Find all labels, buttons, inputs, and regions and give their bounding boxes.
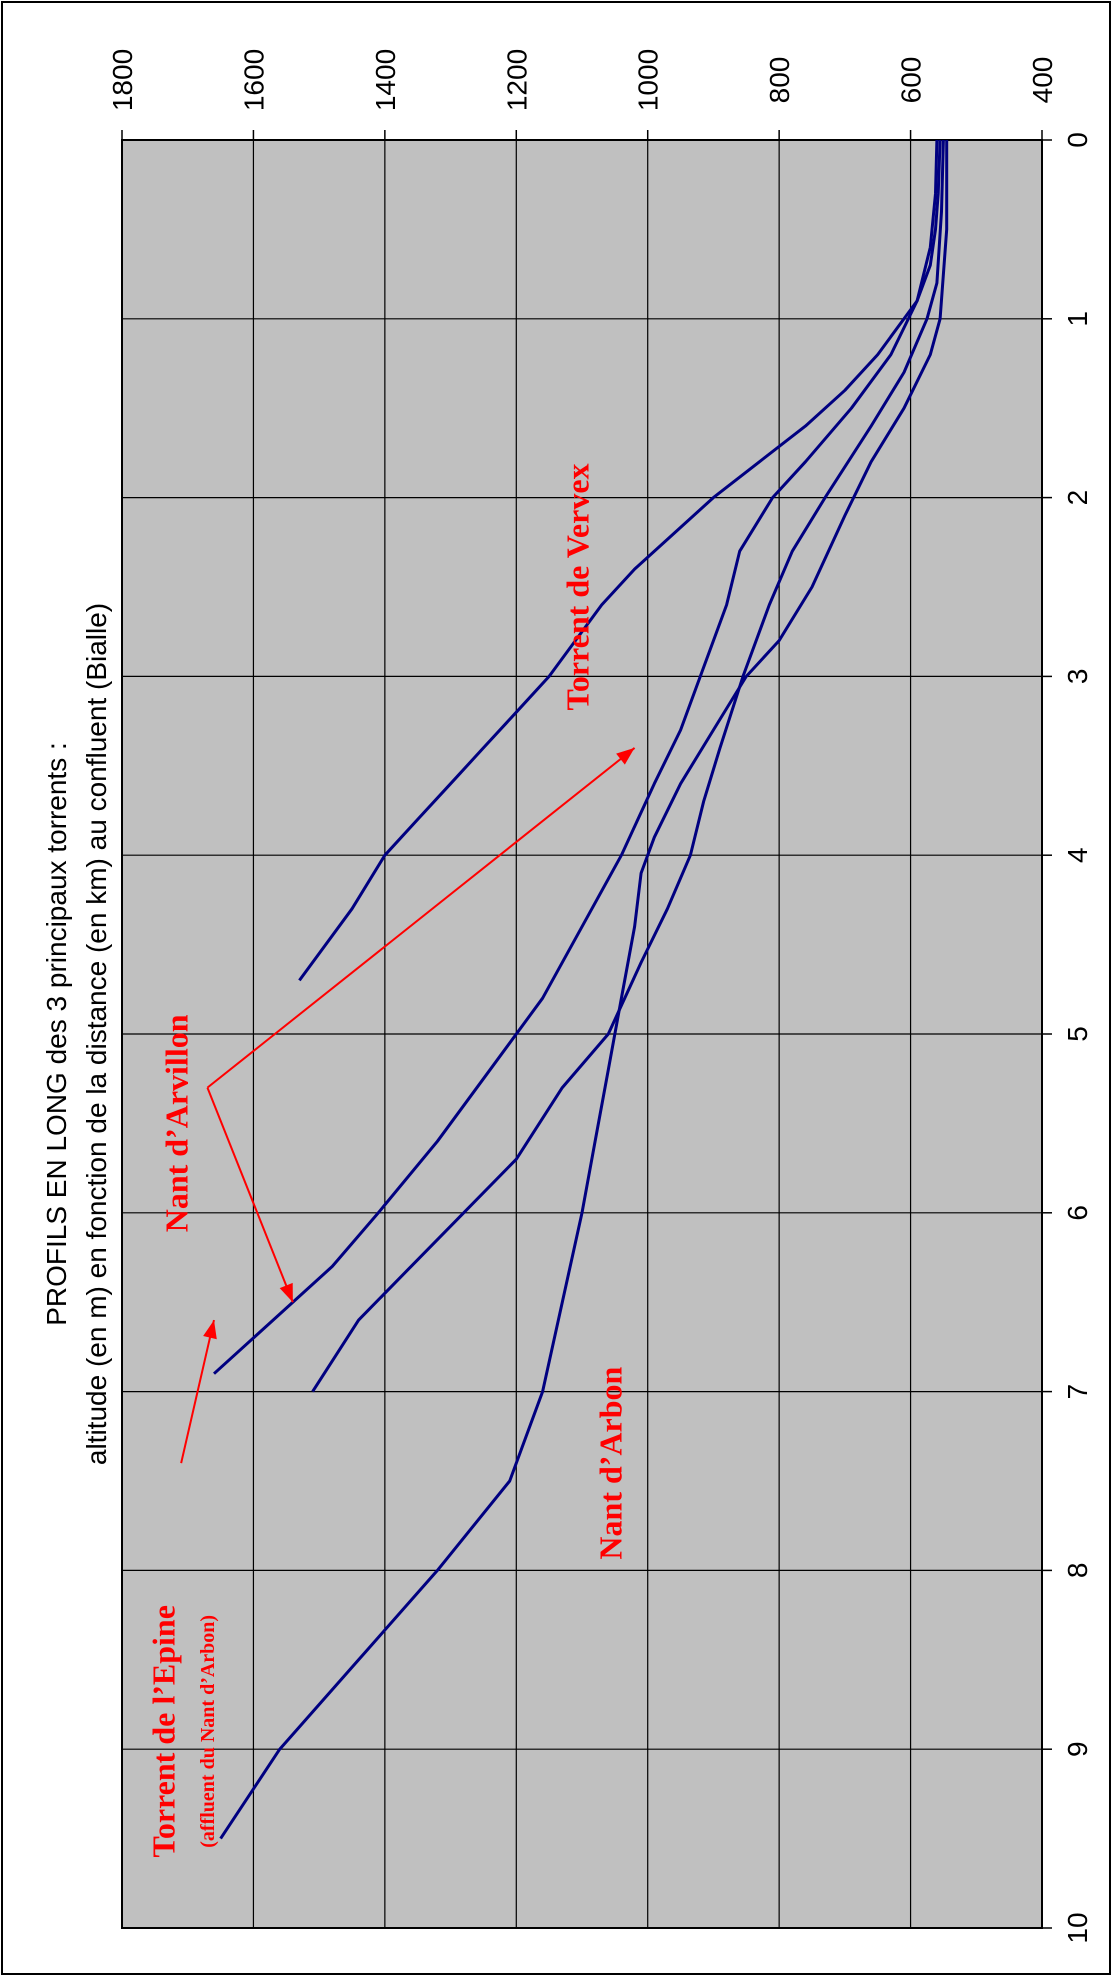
y-tick-label: 400: [1027, 57, 1058, 104]
annotations: Torrent de Vervex Nant d’Arvillon Nant d’A…: [146, 463, 629, 1857]
x-tick-label: 2: [1062, 490, 1093, 506]
y-tick-label: 1600: [238, 49, 269, 111]
x-tick-label: 6: [1062, 1205, 1093, 1221]
x-tick-label: 8: [1062, 1563, 1093, 1579]
y-tick-label: 600: [896, 57, 927, 104]
gridlines: [121, 130, 1052, 1929]
y-tick-label: 1800: [107, 49, 138, 111]
annotation-label: Torrent de l’Epine: [146, 1605, 182, 1857]
annotation-arrow-head: [616, 747, 635, 765]
x-tick-label: 3: [1062, 669, 1093, 685]
annotation-label: (affluent du Nant d’Arbon): [197, 1615, 219, 1848]
annotation-arrow-head: [279, 1282, 293, 1303]
annotation-arrow-line: [206, 1087, 294, 1303]
annotation-arrow-line: [180, 1319, 215, 1464]
y-tick-label: 1400: [370, 49, 401, 111]
y-tick-label: 800: [764, 57, 795, 104]
y-tick-label: 1000: [633, 49, 664, 111]
chart-title: PROFILS EN LONG des 3 principaux torrent…: [41, 742, 72, 1326]
x-tick-label: 9: [1062, 1741, 1093, 1757]
annotation-arrow-head: [203, 1320, 217, 1340]
titles: PROFILS EN LONG des 3 principaux torrent…: [41, 603, 112, 1465]
x-tick-label: 4: [1062, 847, 1093, 863]
series-lines: [212, 139, 949, 1840]
annotation-arrow-line: [206, 747, 636, 1089]
annotation-label: Torrent de Vervex: [560, 463, 596, 710]
tick-labels: 400 600 800 1000 1200 1400 1600 1800 0 1 2 3 4 5 6 7 8 9 1…: [107, 49, 1093, 1944]
x-tick-label: 0: [1062, 132, 1093, 148]
y-tick-label: 1200: [501, 49, 532, 111]
annotation-label: Nant d’Arbon: [592, 1366, 628, 1559]
series-line-3: [311, 139, 945, 1393]
annotation-arrows: [180, 747, 636, 1464]
x-tick-label: 1: [1062, 311, 1093, 327]
series-line-2: [212, 139, 939, 1375]
series-line-4: [219, 140, 949, 1840]
x-tick-label: 7: [1062, 1384, 1093, 1400]
x-tick-label: 5: [1062, 1026, 1093, 1042]
annotation-label: Nant d’Arvillon: [159, 1014, 195, 1232]
chart-subtitle: altitude (en m) en fonction de la distan…: [81, 603, 112, 1465]
x-tick-label: 10: [1062, 1912, 1093, 1943]
